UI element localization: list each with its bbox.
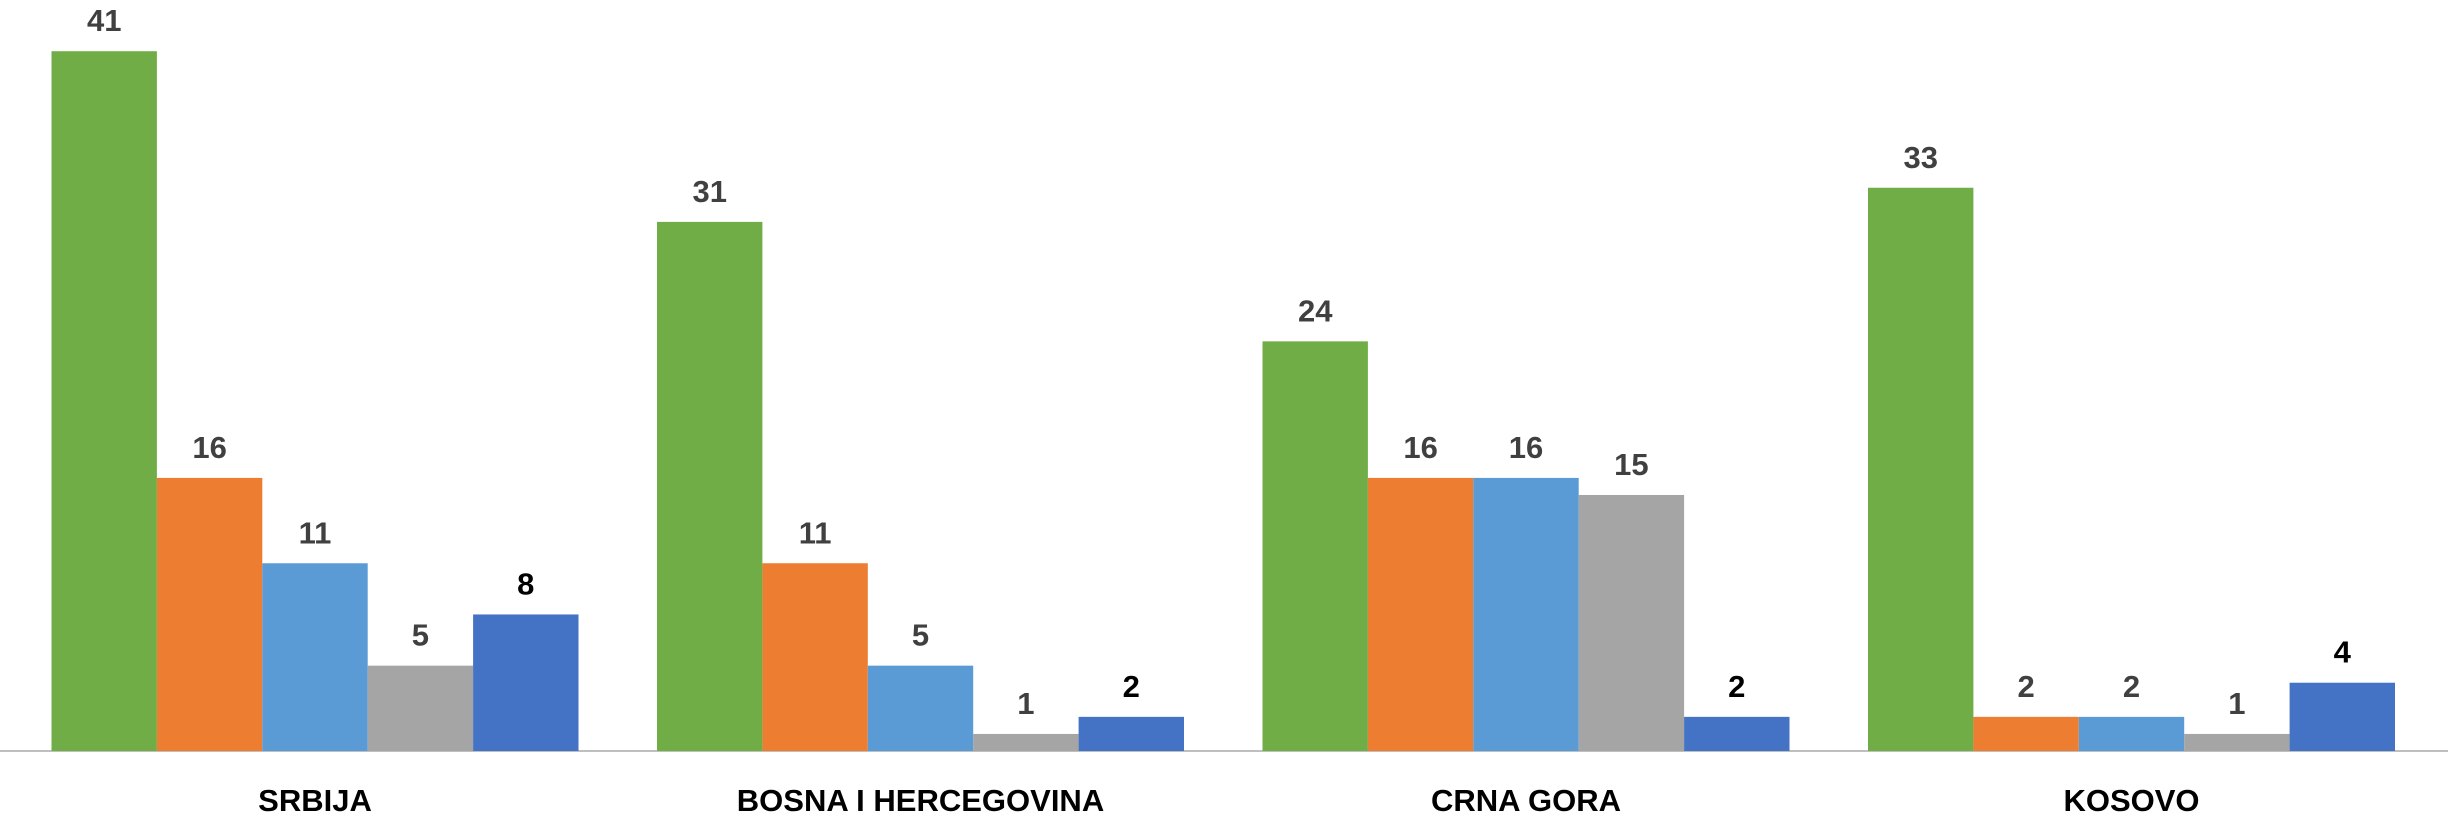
bar [473, 614, 579, 751]
bar [2078, 716, 2185, 751]
data-label: 5 [912, 618, 929, 653]
data-label: 11 [299, 515, 332, 550]
bar [973, 733, 1079, 751]
bar [1367, 477, 1474, 751]
bar [657, 221, 763, 752]
data-label: 16 [192, 430, 226, 465]
data-label: 2 [1123, 669, 1140, 704]
bar [1868, 187, 1974, 751]
bar [1578, 494, 1685, 751]
bar [1973, 716, 2079, 751]
x-tick-label: CRNA GORA [1431, 783, 1621, 817]
data-label: 4 [2334, 635, 2352, 670]
bar [762, 563, 868, 751]
data-label: 5 [412, 618, 429, 653]
bar [2184, 733, 2290, 751]
data-label: 16 [1509, 430, 1543, 465]
data-label: 33 [1903, 140, 1937, 175]
bar [1078, 716, 1184, 751]
bar [51, 51, 157, 752]
bar [1684, 716, 1790, 751]
data-label: 31 [692, 174, 726, 209]
bar [156, 477, 263, 751]
x-tick-label: SRBIJA [258, 783, 372, 817]
data-label: 8 [517, 566, 534, 601]
data-label: 2 [1728, 669, 1745, 704]
data-label: 1 [1017, 686, 1034, 721]
bar [262, 563, 368, 751]
bar [867, 665, 974, 751]
data-label: 2 [2123, 669, 2140, 704]
data-label: 1 [2228, 686, 2245, 721]
data-label: 41 [87, 3, 121, 38]
data-label: 24 [1298, 293, 1333, 328]
data-label: 11 [799, 515, 832, 550]
data-label: 2 [2017, 669, 2034, 704]
data-label: 15 [1614, 447, 1648, 482]
x-tick-label: BOSNA I HERCEGOVINA [737, 783, 1104, 817]
bar [367, 665, 474, 751]
bar [2289, 682, 2395, 751]
bar [1262, 341, 1368, 751]
bar [1473, 477, 1579, 751]
x-tick-label: KOSOVO [2063, 783, 2199, 817]
data-label: 16 [1403, 430, 1437, 465]
